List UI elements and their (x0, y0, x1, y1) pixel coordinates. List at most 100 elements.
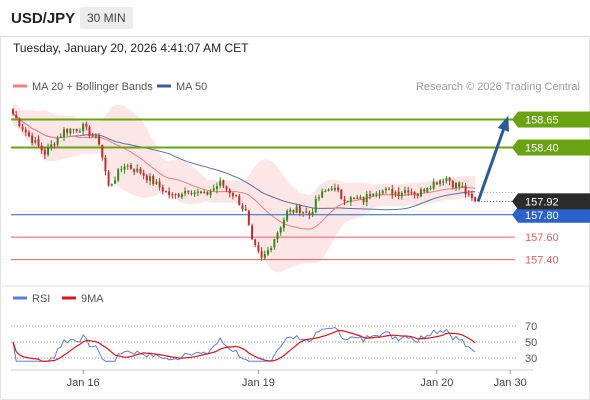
candle-body (91, 135, 94, 137)
candle-body (448, 177, 451, 182)
candle-body (66, 129, 69, 133)
candle-body (263, 254, 266, 258)
candle-body (359, 197, 362, 199)
candle-body (209, 191, 212, 195)
current-price-label: 157.92 (525, 196, 559, 208)
candle-body (231, 193, 234, 197)
candle-body (123, 166, 126, 170)
candle-body (416, 194, 419, 197)
candle-body (470, 193, 473, 198)
candle-body (429, 188, 432, 190)
candle-body (113, 180, 116, 184)
candle-body (426, 188, 429, 193)
level-tag-pointer (512, 206, 518, 223)
level-label: 158.40 (525, 143, 559, 155)
candle-body (467, 193, 470, 195)
candle-body (381, 190, 384, 194)
candle-body (177, 194, 180, 197)
chart-header: USD/JPY 30 MIN (0, 0, 590, 37)
candle-body (279, 227, 282, 233)
candle-body (368, 194, 371, 197)
candle-body (289, 209, 292, 212)
candle-body (432, 181, 435, 189)
candle-body (276, 232, 279, 240)
candle-body (458, 182, 461, 187)
candle-body (174, 194, 177, 196)
candle-body (435, 182, 438, 185)
bollinger-band-area (13, 102, 476, 273)
candle-body (375, 193, 378, 195)
candle-body (308, 212, 311, 216)
candle-body (337, 187, 340, 191)
candle-body (298, 205, 301, 214)
candle-body (47, 147, 50, 155)
candle-body (126, 165, 129, 167)
candle-body (88, 127, 91, 137)
candle-body (34, 140, 37, 143)
candle-body (343, 199, 346, 202)
candle-body (270, 248, 273, 251)
forecast-arrowhead (497, 115, 509, 132)
candle-body (407, 190, 410, 193)
candle-body (251, 225, 254, 240)
candle-body (286, 211, 289, 221)
candle-body (37, 139, 40, 146)
candle-body (464, 185, 467, 195)
current-price-pointer (512, 193, 518, 210)
candle-body (439, 180, 442, 185)
candle-body (353, 197, 356, 199)
candle-body (158, 181, 161, 188)
candle-body (391, 189, 394, 195)
candle-body (110, 183, 113, 186)
candle-body (72, 129, 75, 131)
level-tag-pointer (512, 111, 518, 128)
candle-body (410, 191, 413, 193)
candle-body (273, 239, 276, 248)
candle-body (378, 193, 381, 195)
candle-body (75, 129, 78, 132)
rsi-tick-label: 70 (525, 321, 537, 333)
level-label: 157.40 (525, 255, 559, 267)
current-price-tag (518, 193, 590, 210)
candle-body (18, 118, 21, 126)
x-tick-label: Jan 30 (494, 377, 527, 389)
level-label: 157.80 (525, 210, 559, 222)
candle-body (171, 194, 174, 196)
candle-body (346, 201, 349, 203)
candle-body (139, 168, 142, 174)
candle-body (455, 182, 457, 188)
candle-body (260, 251, 263, 258)
candle-body (311, 212, 314, 215)
candle-body (129, 165, 132, 169)
candle-body (21, 126, 24, 130)
watermark: Research © 2026 Trading Central (416, 81, 580, 93)
candle-body (282, 219, 285, 229)
candle-body (305, 211, 308, 213)
legend-label: MA 50 (176, 81, 207, 93)
candle-body (397, 191, 400, 196)
level-tag (518, 139, 590, 156)
candle-body (292, 210, 295, 213)
candle-body (120, 169, 123, 171)
candle-body (43, 149, 46, 155)
candle-body (98, 135, 101, 145)
x-tick-label: Jan 19 (242, 377, 275, 389)
candle-body (442, 181, 445, 183)
candle-body (164, 191, 167, 193)
symbol-title: USD/JPY (11, 10, 76, 27)
level-tag-pointer (512, 139, 518, 156)
candle-body (101, 145, 104, 158)
candle-body (474, 197, 477, 202)
candle-body (94, 135, 97, 138)
rsi-legend-label: RSI (32, 293, 50, 305)
candle-body (187, 190, 190, 193)
candle-body (394, 192, 397, 196)
timeframe-badge[interactable]: 30 MIN (80, 7, 133, 29)
candle-body (12, 109, 14, 115)
candle-body (50, 144, 53, 148)
candle-body (400, 192, 403, 197)
candle-body (180, 194, 183, 198)
candle-body (190, 192, 193, 194)
x-tick-label: Jan 16 (67, 377, 100, 389)
